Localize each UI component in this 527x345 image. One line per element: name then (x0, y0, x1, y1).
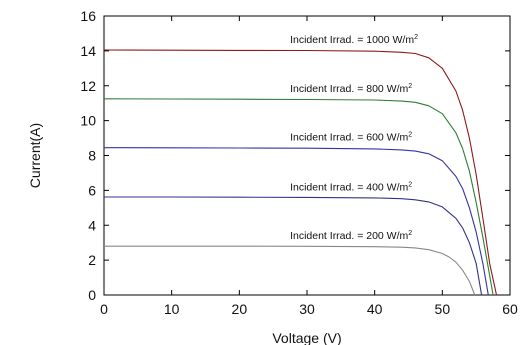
annotation-2: Incident Irrad. = 600 W/m2 (290, 132, 412, 144)
annotation-0: Incident Irrad. = 1000 W/m2 (290, 34, 418, 46)
y-tick-label: 12 (80, 78, 96, 94)
annotation-3: Incident Irrad. = 400 W/m2 (290, 181, 412, 193)
plot-area (103, 15, 511, 296)
plot-border (103, 15, 511, 296)
y-tick-label: 14 (80, 43, 96, 59)
y-tick-label: 2 (88, 252, 96, 268)
y-tick-label: 16 (80, 8, 96, 24)
series-line-3 (104, 196, 483, 296)
annotations: Incident Irrad. = 1000 W/m2 Incident Irra… (290, 34, 418, 242)
x-tick-label: 20 (232, 301, 248, 317)
annotation-4: Incident Irrad. = 200 W/m2 (290, 230, 412, 242)
x-axis-label: Voltage (V) (272, 330, 341, 345)
y-axis-label: Current(A) (27, 123, 43, 188)
series-line-2 (103, 147, 489, 296)
y-tick-label: 10 (80, 113, 96, 129)
y-tick-label: 4 (88, 217, 96, 233)
x-axis: 0 10 20 30 40 50 60 (100, 16, 518, 317)
annotation-1: Incident Irrad. = 800 W/m2 (290, 83, 412, 95)
y-axis: 0 2 4 6 8 10 12 14 16 (80, 8, 510, 303)
series-line-0 (103, 49, 498, 296)
x-tick-label: 0 (100, 301, 108, 317)
series-layer (103, 49, 498, 296)
x-tick-label: 30 (299, 301, 315, 317)
y-tick-label: 0 (88, 287, 96, 303)
y-tick-label: 8 (88, 148, 96, 164)
series-line-1 (103, 98, 494, 296)
x-tick-label: 50 (435, 301, 451, 317)
y-tick-label: 6 (88, 182, 96, 198)
x-tick-label: 60 (502, 301, 518, 317)
series-line-4 (104, 245, 476, 296)
x-tick-label: 40 (367, 301, 383, 317)
x-tick-label: 10 (164, 301, 180, 317)
